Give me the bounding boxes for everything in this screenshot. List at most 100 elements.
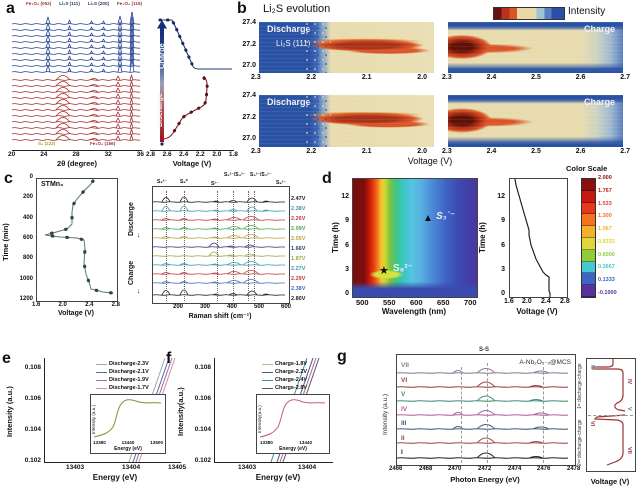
colorbar-segment	[582, 202, 595, 215]
voltage-label: 2.09V	[291, 226, 306, 232]
legend-item: Charge-2.4V	[262, 376, 307, 384]
raman-charge-label: Charge	[128, 260, 135, 286]
voltage-label: 1.66V	[291, 246, 306, 252]
voltage-label: 2.29V	[291, 276, 306, 282]
e-inset-curve	[93, 399, 162, 438]
f-x-tick: 13403	[238, 464, 257, 471]
e-inset-x-title: Energy (eV)	[114, 446, 142, 452]
tick-label: 13380	[93, 440, 106, 445]
legend-swatch	[262, 387, 273, 389]
colorbar-title: Color Scale	[566, 164, 608, 173]
colorbar-value: 1.533	[598, 200, 612, 207]
g-plot-title: A-Nb₂O₅₋ₓ@MCS	[519, 359, 571, 366]
spectrum-label: V	[401, 391, 406, 398]
tick-label: 2.3	[442, 74, 452, 81]
discharge-arrow-icon: ↓	[137, 232, 141, 239]
colorbar-value: 1.067	[598, 226, 612, 233]
g-x-tick: 2476	[537, 466, 551, 472]
s3-annotation: S₃˙⁻	[436, 211, 456, 222]
raman-guide-line	[254, 191, 255, 301]
d-profile-tick: 2.8	[560, 298, 570, 305]
map-tag: Charge	[583, 97, 615, 107]
raman-peak-label-2: S₈⁰	[180, 179, 188, 185]
raman-plot	[152, 186, 290, 304]
raman-peak-label-5: S₄²⁻/S₃²⁻	[250, 172, 272, 178]
tick-label: 13380	[260, 440, 273, 445]
panel-b-label: b	[237, 0, 247, 17]
panel-b-title: Li₂S evolution	[263, 3, 331, 15]
colorbar-value: 0.1333	[598, 277, 615, 284]
c-y-axis-title: Time (min)	[1, 223, 10, 261]
map-subtag: Li₂S (111)	[276, 39, 311, 48]
tick-label: 2.4	[85, 302, 94, 308]
f-y-title: Intensity(a.u.)	[176, 387, 185, 437]
tick-label: 2.4	[486, 74, 497, 81]
raman-x-axis-title: Raman shift (cm⁻¹)	[188, 313, 252, 320]
tick-label: 0.106	[194, 395, 211, 402]
cycle-divider-line	[588, 415, 633, 416]
xrd-phase-labels-top: Fe₃O₄ (052) Li₂S (111) Li₂S (200) Fe₃O₄ (11…	[26, 1, 142, 6]
tick-label: 2.2	[306, 74, 317, 81]
g-marker-v: V	[626, 407, 632, 411]
voltage-label: 1.87V	[291, 256, 306, 262]
legend-item: Charge-2.2V	[262, 368, 307, 376]
tick-label: 2.8	[111, 302, 120, 308]
tick-label: 3	[501, 265, 505, 273]
tick-label: 0.108	[24, 364, 41, 371]
g-curve-labels: VII VI V IV III II I	[401, 362, 415, 456]
tick-label: 2.8	[146, 151, 156, 158]
f-inset: Intensity(a.u.) 13380 13440 Energy (eV)	[256, 394, 330, 454]
legend-label: Charge-2.8V	[275, 385, 308, 391]
raman-tick: 500	[254, 304, 265, 310]
tick-label: 27.0	[242, 135, 256, 142]
voltage-label: 2.05V	[291, 236, 306, 242]
f-y-ticks: 0.108 0.106 0.104 0.102	[185, 364, 211, 464]
raman-curves	[152, 196, 286, 296]
g-x-title: Photon Energy (eV)	[450, 475, 520, 484]
tick-label: 2.6	[575, 74, 586, 81]
panel-c-label: c	[4, 170, 13, 187]
phase-label: Li₂S (200)	[87, 1, 110, 6]
d-profile-y-title: Time (h)	[478, 222, 487, 254]
legend-label: Charge-1.8V	[275, 361, 308, 367]
tick-label: 27.4	[242, 19, 256, 26]
panel-g-label: g	[337, 348, 347, 365]
legend-swatch	[262, 379, 273, 381]
tick-label: 2.0	[58, 302, 67, 308]
charge-discharge-arrow	[157, 20, 167, 142]
d-map-y-ticks: 12 9 6 3 0	[337, 193, 349, 297]
tick-label: 3	[345, 265, 349, 273]
d-profile-tick: 1.6	[504, 298, 514, 305]
tick-label: 2.3	[442, 148, 452, 155]
tick-label: 0.104	[24, 426, 41, 433]
b-row2-y-ticks: 27.4 27.2 27.0	[232, 92, 256, 142]
c-voltage-time-plot: STMn₃	[36, 178, 118, 302]
g-x-tick: 2470	[448, 466, 462, 472]
e-inset-x-ticks: 13380 13440 13500	[93, 440, 163, 445]
e-inset-y-title: Intensity (a.u.)	[91, 404, 96, 434]
legend-label: Charge-2.4V	[275, 377, 308, 383]
tick-label: 12	[341, 193, 349, 200]
f-inset-y-title: Intensity(a.u.)	[257, 405, 262, 433]
map-tag: Discharge	[267, 97, 311, 107]
e-x-tick: 13404	[122, 464, 141, 471]
d-colorbar-values: 2.000 1.767 1.533 1.300 1.067 0.8333 0.6000 0.3…	[598, 175, 628, 296]
colorbar-segment	[582, 214, 595, 227]
legend-label: Discharge-1.7V	[109, 385, 149, 391]
d-map-tick: 550	[383, 298, 396, 307]
b-row1-right-x-ticks: 2.3 2.4 2.5 2.6 2.7	[442, 74, 630, 81]
d-profile-y-ticks: 12 9 6 3 0	[492, 193, 505, 297]
phase-label: Fe₃O₄ (052)	[26, 1, 52, 6]
colorbar-value: 0.3667	[598, 264, 615, 271]
tick-label: 0.106	[24, 395, 41, 402]
colorbar-segment	[582, 226, 595, 238]
raman-voltage-labels: 2.47V 2.38V 2.26V 2.09V 2.05V 1.66V 1.87V 2.27V…	[291, 196, 313, 302]
e-inset: Intensity (a.u.) 13380 13440 13500 Energy …	[90, 394, 166, 454]
colorbar-value: 2.000	[598, 175, 612, 181]
tick-label: 2.6	[575, 148, 586, 155]
b-charge-map-2: Charge	[448, 95, 623, 147]
tick-label: 0.104	[194, 426, 211, 433]
tick-label: 800	[22, 255, 33, 262]
raman-guide-line	[217, 191, 218, 301]
d-map-tick: 650	[437, 298, 450, 307]
